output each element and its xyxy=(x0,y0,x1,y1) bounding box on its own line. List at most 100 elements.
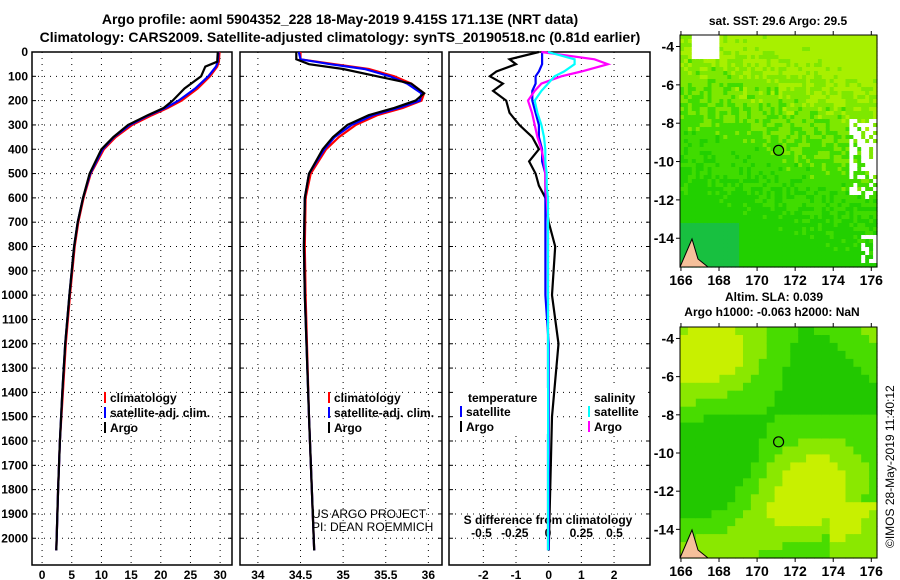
map-cell xyxy=(829,502,839,511)
map-cell xyxy=(778,123,783,128)
map-cell xyxy=(829,494,839,503)
map-cell xyxy=(735,35,740,40)
map-cell xyxy=(873,171,878,176)
map-cell xyxy=(802,71,807,76)
map-cell xyxy=(766,342,776,352)
map-cell xyxy=(873,235,878,240)
depth-tick-label: 700 xyxy=(8,215,28,229)
map-cell xyxy=(683,95,689,100)
map-cell xyxy=(703,243,709,248)
map-cell xyxy=(703,35,709,40)
map-cell xyxy=(814,99,819,104)
map-cell xyxy=(833,147,839,152)
map-cell xyxy=(786,87,791,92)
map-cell xyxy=(798,550,807,559)
map-cell xyxy=(758,115,764,120)
map-cell xyxy=(750,422,760,432)
map-cell xyxy=(707,255,713,260)
map-cell xyxy=(825,175,831,180)
map-cell xyxy=(810,223,815,228)
map-cell xyxy=(782,63,787,68)
map-cell xyxy=(806,350,815,360)
map-cell xyxy=(735,159,740,164)
map-cell xyxy=(829,207,835,212)
map-cell xyxy=(869,203,874,208)
map-cell xyxy=(723,79,728,84)
map-cell xyxy=(802,143,807,148)
map-cell xyxy=(743,155,748,160)
map-cell xyxy=(683,107,689,112)
map-cell xyxy=(735,179,740,184)
map-cell xyxy=(849,87,854,92)
map-cell xyxy=(821,231,827,236)
map-cell xyxy=(715,147,720,152)
map-cell xyxy=(845,143,850,148)
map-cell xyxy=(707,119,713,124)
map-cell xyxy=(857,107,862,112)
map-cell xyxy=(786,111,791,116)
map-cell xyxy=(680,203,685,208)
map-cell xyxy=(837,430,847,440)
map-cell xyxy=(817,83,823,88)
map-cell xyxy=(833,99,839,104)
map-cell xyxy=(810,187,815,192)
salinity-legend-swatch xyxy=(328,422,330,433)
map-cell xyxy=(735,167,740,172)
map-cell xyxy=(723,227,728,232)
map-cell xyxy=(821,422,831,432)
map-cell xyxy=(683,199,689,204)
map-cell xyxy=(770,191,776,196)
map-cell xyxy=(695,95,701,100)
map-cell xyxy=(869,87,874,92)
map-cell xyxy=(798,59,803,64)
map-cell xyxy=(723,151,728,156)
map-cell xyxy=(680,71,685,76)
map-cell xyxy=(810,227,815,232)
map-cell xyxy=(719,35,724,40)
map-cell xyxy=(695,462,705,471)
map-cell xyxy=(825,231,831,236)
map-cell xyxy=(758,191,764,196)
map-cell xyxy=(857,223,862,228)
map-cell xyxy=(723,67,728,72)
map-cell xyxy=(853,494,862,503)
map-cell xyxy=(802,243,807,248)
map-cell xyxy=(821,454,831,463)
map-cell xyxy=(762,35,768,40)
map-cell xyxy=(849,183,854,188)
map-cell xyxy=(857,59,862,64)
map-cell xyxy=(857,179,862,184)
map-cell xyxy=(691,155,697,160)
map-cell xyxy=(794,167,799,172)
map-cell xyxy=(707,203,713,208)
map-cell xyxy=(766,107,772,112)
map-cell xyxy=(687,127,693,132)
sla_map-ytick-label: -10 xyxy=(654,445,674,461)
map-cell xyxy=(841,227,846,232)
map-cell xyxy=(829,358,839,368)
map-cell xyxy=(774,446,784,456)
map-cell xyxy=(786,203,791,208)
map-cell xyxy=(739,87,744,92)
map-cell xyxy=(821,207,827,212)
map-cell xyxy=(790,486,799,495)
map-cell xyxy=(703,510,713,519)
map-cell xyxy=(727,255,732,260)
map-cell xyxy=(766,175,772,180)
map-cell xyxy=(715,191,720,196)
map-cell xyxy=(750,374,760,384)
map-cell xyxy=(853,374,862,384)
map-cell xyxy=(802,191,807,196)
map-cell xyxy=(821,51,827,56)
map-cell xyxy=(814,358,823,368)
map-cell xyxy=(719,335,728,344)
map-cell xyxy=(703,191,709,196)
map-cell xyxy=(770,63,776,68)
sla_map-xtick-label: 170 xyxy=(745,563,769,579)
map-cell xyxy=(814,95,819,100)
map-cell xyxy=(719,239,724,244)
map-cell xyxy=(869,390,878,400)
map-cell xyxy=(743,35,748,40)
map-cell xyxy=(853,159,858,164)
map-cell xyxy=(853,199,858,204)
